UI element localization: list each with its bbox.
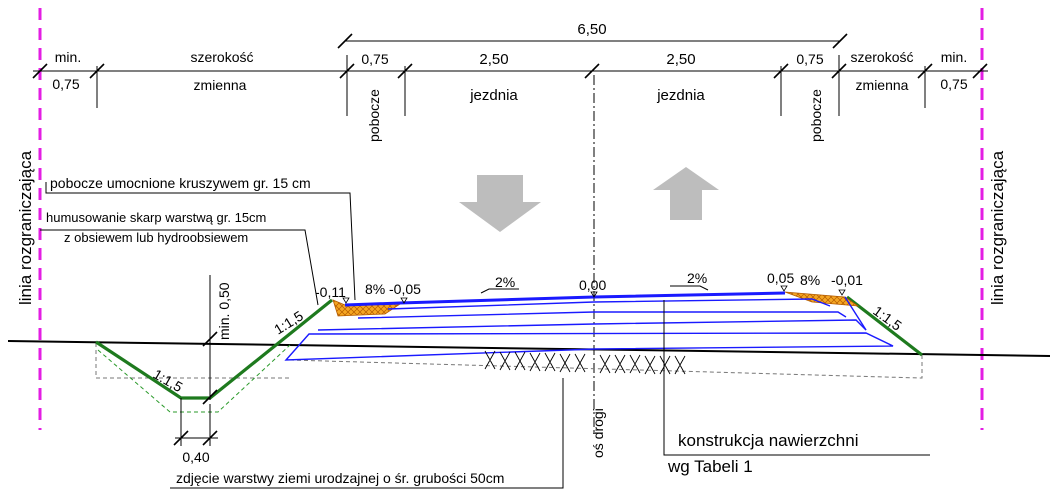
subgrade-hatching <box>484 350 686 375</box>
lane-right-width: 2,50 <box>666 51 695 68</box>
dimension-tick <box>337 33 353 49</box>
pavement-layer-3 <box>317 319 867 331</box>
axis-level-label: 0,00 <box>579 277 606 293</box>
topsoil-note-leader <box>170 378 564 489</box>
pavement-edge-right <box>844 296 867 331</box>
shoulder-left-width: 0,75 <box>361 51 388 67</box>
boundary-label-left: linia rozgraniczająca <box>16 150 35 305</box>
dimension-tick <box>832 33 848 49</box>
humus-note-line2: z obsiewem lub hydroobsiewem <box>64 230 248 245</box>
shoulder-left-label: pobocze <box>366 89 382 142</box>
min-right-label: min. <box>941 49 967 65</box>
slope-arrow-right <box>670 285 709 291</box>
min-right-value: 0,75 <box>940 76 967 92</box>
min-left-value: 0,75 <box>52 76 79 92</box>
right-shoulder-slope: 8% <box>800 272 820 288</box>
total-width-label: 6,50 <box>577 21 606 38</box>
lane-left-width: 2,50 <box>479 51 508 68</box>
topsoil-removal-base <box>289 359 921 379</box>
construction-note-leader <box>663 300 930 456</box>
humus-note-line1: humusowanie skarp warstwą gr. 15cm <box>46 210 266 225</box>
dimension-tick <box>202 430 218 446</box>
variable-width-right-label: szerokość <box>850 49 913 65</box>
min-left-label: min. <box>55 49 81 65</box>
ditch-min-depth-label: min. 0,50 <box>216 282 232 340</box>
traffic-arrow-up-icon <box>653 167 719 220</box>
shoulder-reinforcement-note: pobocze umocnione kruszywem gr. 15 cm <box>50 175 311 191</box>
right-lane-slope: 2% <box>687 270 707 286</box>
level-marker-icon <box>590 291 598 298</box>
pavement-subbase <box>284 332 894 361</box>
ditch-topsoil-outline <box>97 344 291 413</box>
lane-right-label: jezdnia <box>656 87 705 104</box>
right-embankment-slope <box>846 295 923 357</box>
left-slope-and-ditch <box>95 298 334 400</box>
pavement-layer-1 <box>387 298 831 310</box>
pavement-layer-2 <box>357 311 847 319</box>
dimension-tick <box>202 331 218 347</box>
topsoil-removal-note: zdjęcie warstwy ziemi urodzajnej o śr. g… <box>176 470 504 486</box>
variable-width-right-sublabel: zmienna <box>856 77 909 93</box>
level-marker-icon <box>780 285 788 292</box>
existing-ground-line <box>7 340 1051 357</box>
left-shoulder-slope: 8% <box>365 281 385 297</box>
left-lane-slope: 2% <box>495 274 515 290</box>
construction-note-line2: wg Tabeli 1 <box>667 457 753 476</box>
humus-note-leader <box>40 229 319 306</box>
construction-note-line1: konstrukcja nawierzchni <box>678 431 858 450</box>
dimension-tick <box>173 430 189 446</box>
traffic-arrow-down-icon <box>459 175 541 232</box>
right-edge-level: -0,01 <box>831 272 863 288</box>
variable-width-left-sublabel: zmienna <box>194 77 247 93</box>
boundary-label-right: linia rozgraniczająca <box>988 150 1007 305</box>
dimension-tick <box>202 389 218 405</box>
pavement-surface <box>344 291 786 307</box>
left-shoulder-level: -0,05 <box>389 281 421 297</box>
shoulder-note-leader <box>45 182 356 301</box>
right-shoulder-level: 0,05 <box>767 270 794 286</box>
lane-left-label: jezdnia <box>469 87 518 104</box>
topsoil-removal-right <box>920 355 923 379</box>
level-marker-icon <box>838 289 846 296</box>
variable-width-left-label: szerokość <box>190 49 253 65</box>
level-marker-icon <box>342 297 350 304</box>
level-marker-icon <box>400 297 408 304</box>
topsoil-removal-left <box>95 343 290 379</box>
shoulder-right-width: 0,75 <box>796 51 823 67</box>
road-axis-label: oś drogi <box>590 408 606 458</box>
shoulder-right-label: pobocze <box>808 89 824 142</box>
left-edge-level: -0,11 <box>315 284 346 300</box>
ditch-bottom-width-label: 0,40 <box>182 449 209 465</box>
slope-arrow-left <box>480 288 519 294</box>
